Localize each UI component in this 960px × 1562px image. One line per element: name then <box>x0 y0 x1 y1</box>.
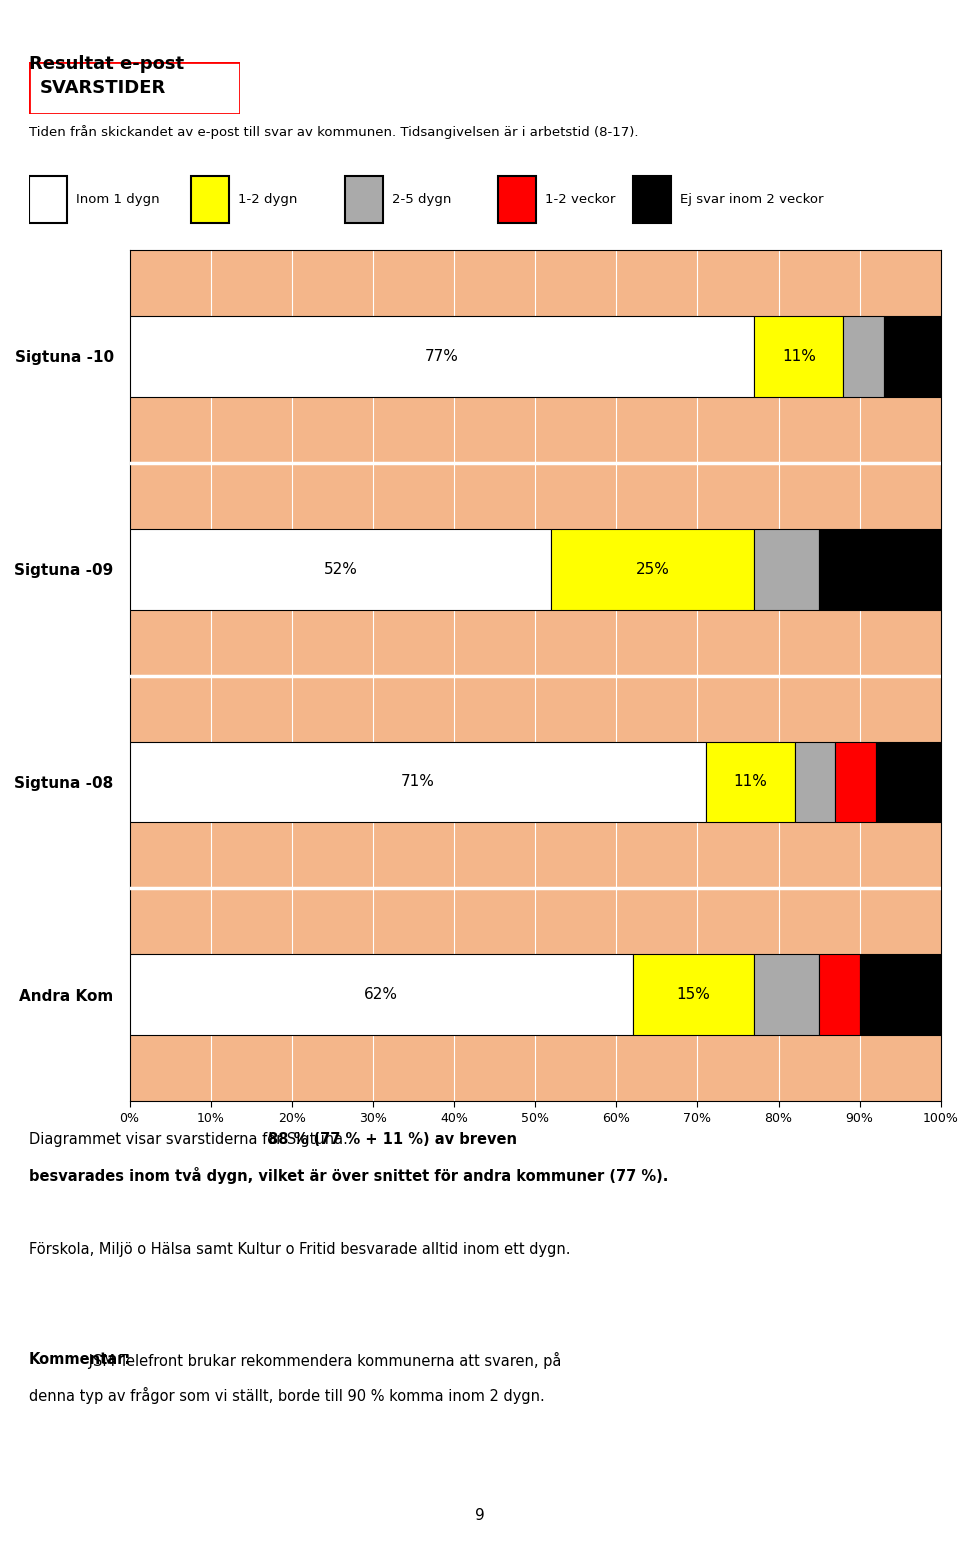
Bar <box>130 250 941 462</box>
Text: 11%: 11% <box>733 775 767 789</box>
Text: 71%: 71% <box>400 775 435 789</box>
Text: denna typ av frågor som vi ställt, borde till 90 % komma inom 2 dygn.: denna typ av frågor som vi ställt, borde… <box>29 1387 544 1404</box>
Bar <box>884 316 941 397</box>
Text: 1-2 dygn: 1-2 dygn <box>238 194 298 206</box>
Text: JSM Telefront brukar rekommendera kommunerna att svaren, på: JSM Telefront brukar rekommendera kommun… <box>84 1353 562 1370</box>
Bar <box>819 954 860 1036</box>
Bar <box>860 954 941 1036</box>
Text: 11%: 11% <box>781 348 816 364</box>
Text: 9: 9 <box>475 1507 485 1523</box>
Bar <box>551 528 755 609</box>
Text: Förskola, Miljö o Hälsa samt Kultur o Fritid besvarade alltid inom ett dygn.: Förskola, Miljö o Hälsa samt Kultur o Fr… <box>29 1242 570 1257</box>
Bar <box>755 954 819 1036</box>
FancyBboxPatch shape <box>29 62 240 114</box>
Bar <box>755 316 844 397</box>
Text: Tiden från skickandet av e-post till svar av kommunen. Tidsangivelsen är i arbet: Tiden från skickandet av e-post till sva… <box>29 125 638 139</box>
FancyBboxPatch shape <box>498 177 536 223</box>
Text: 62%: 62% <box>364 987 398 1003</box>
Text: Diagrammet visar svarstiderna för Sigtuna.: Diagrammet visar svarstiderna för Sigtun… <box>29 1132 352 1148</box>
FancyBboxPatch shape <box>345 177 382 223</box>
Bar <box>130 742 706 823</box>
Text: 1-2 veckor: 1-2 veckor <box>545 194 615 206</box>
Text: SVARSTIDER: SVARSTIDER <box>39 80 166 97</box>
Text: 25%: 25% <box>636 562 670 576</box>
Bar <box>706 742 795 823</box>
Bar <box>876 742 941 823</box>
Bar <box>819 528 941 609</box>
Bar <box>130 676 941 889</box>
Text: 2-5 dygn: 2-5 dygn <box>392 194 451 206</box>
FancyBboxPatch shape <box>191 177 229 223</box>
Bar <box>130 462 941 675</box>
Bar <box>130 316 755 397</box>
Bar <box>795 742 835 823</box>
FancyBboxPatch shape <box>29 177 66 223</box>
Bar <box>130 528 551 609</box>
Bar <box>755 528 819 609</box>
Bar <box>130 889 941 1101</box>
Bar <box>633 954 755 1036</box>
Text: 88 % (77 % + 11 %) av breven: 88 % (77 % + 11 %) av breven <box>268 1132 517 1148</box>
Text: Kommentar:: Kommentar: <box>29 1353 132 1367</box>
Text: Resultat e-post: Resultat e-post <box>29 55 184 73</box>
Bar <box>835 742 876 823</box>
Text: 15%: 15% <box>677 987 710 1003</box>
FancyBboxPatch shape <box>634 177 671 223</box>
Text: Ej svar inom 2 veckor: Ej svar inom 2 veckor <box>681 194 824 206</box>
Text: Inom 1 dygn: Inom 1 dygn <box>76 194 159 206</box>
Text: 77%: 77% <box>425 348 459 364</box>
Text: 52%: 52% <box>324 562 357 576</box>
Text: besvarades inom två dygn, vilket är över snittet för andra kommuner (77 %).: besvarades inom två dygn, vilket är över… <box>29 1167 668 1184</box>
Bar <box>130 954 633 1036</box>
Bar <box>844 316 884 397</box>
